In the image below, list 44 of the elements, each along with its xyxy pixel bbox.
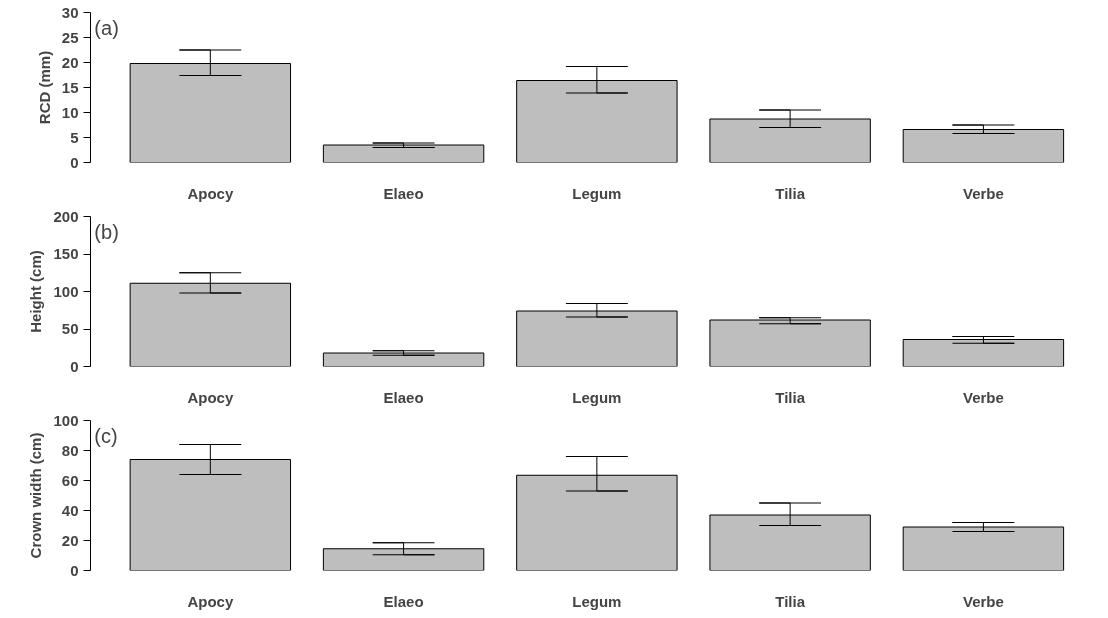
y-tick-label: 20: [61, 531, 79, 549]
y-tick-label: 25: [61, 28, 79, 46]
y-tick-label: 20: [61, 53, 79, 71]
annotation: (c): [94, 424, 118, 447]
x-tick-label: Verbe: [962, 388, 1004, 406]
bar: [322, 144, 485, 163]
y-axis-title: Height (cm): [27, 250, 45, 333]
x-tick-label: Elaeo: [383, 592, 424, 610]
y-tick-label: 0: [70, 561, 79, 579]
x-tick-label: Verbe: [962, 592, 1004, 610]
x-tick-label: Tilia: [775, 592, 806, 610]
y-tick-label: 80: [61, 441, 79, 459]
y-tick-label: 5: [70, 128, 79, 146]
x-tick-label: Apocy: [187, 388, 234, 406]
x-tick-label: Legum: [572, 592, 622, 610]
x-tick-label: Legum: [572, 184, 622, 202]
bar: [902, 526, 1065, 571]
x-tick-label: Elaeo: [383, 388, 424, 406]
bar: [902, 339, 1065, 367]
y-tick-label: 0: [70, 153, 79, 171]
bar: [322, 352, 485, 367]
y-tick-label: 15: [61, 78, 79, 96]
x-tick-label: Apocy: [187, 592, 234, 610]
x-tick-label: Verbe: [962, 184, 1004, 202]
annotation: (b): [94, 220, 119, 243]
y-axis-title: RCD (mm): [35, 50, 53, 125]
y-tick-label: 50: [61, 320, 79, 337]
x-tick-label: Apocy: [187, 184, 234, 202]
y-tick-label: 100: [53, 411, 79, 429]
x-tick-label: Elaeo: [383, 184, 424, 202]
y-tick-label: 30: [61, 3, 79, 21]
y-tick-label: 0: [70, 357, 79, 375]
x-tick-label: Tilia: [775, 388, 806, 406]
bar: [709, 319, 871, 367]
y-tick-label: 40: [61, 501, 79, 519]
y-tick-label: 100: [53, 282, 79, 300]
y-tick-label: 60: [61, 471, 79, 489]
y-tick-label: 150: [53, 245, 79, 262]
x-tick-label: Tilia: [775, 184, 806, 202]
y-axis-title: Crown width (cm): [27, 432, 45, 559]
y-tick-label: 200: [53, 207, 79, 225]
x-tick-label: Legum: [572, 388, 622, 406]
y-tick-label: 10: [61, 103, 79, 121]
annotation: (a): [94, 16, 119, 39]
